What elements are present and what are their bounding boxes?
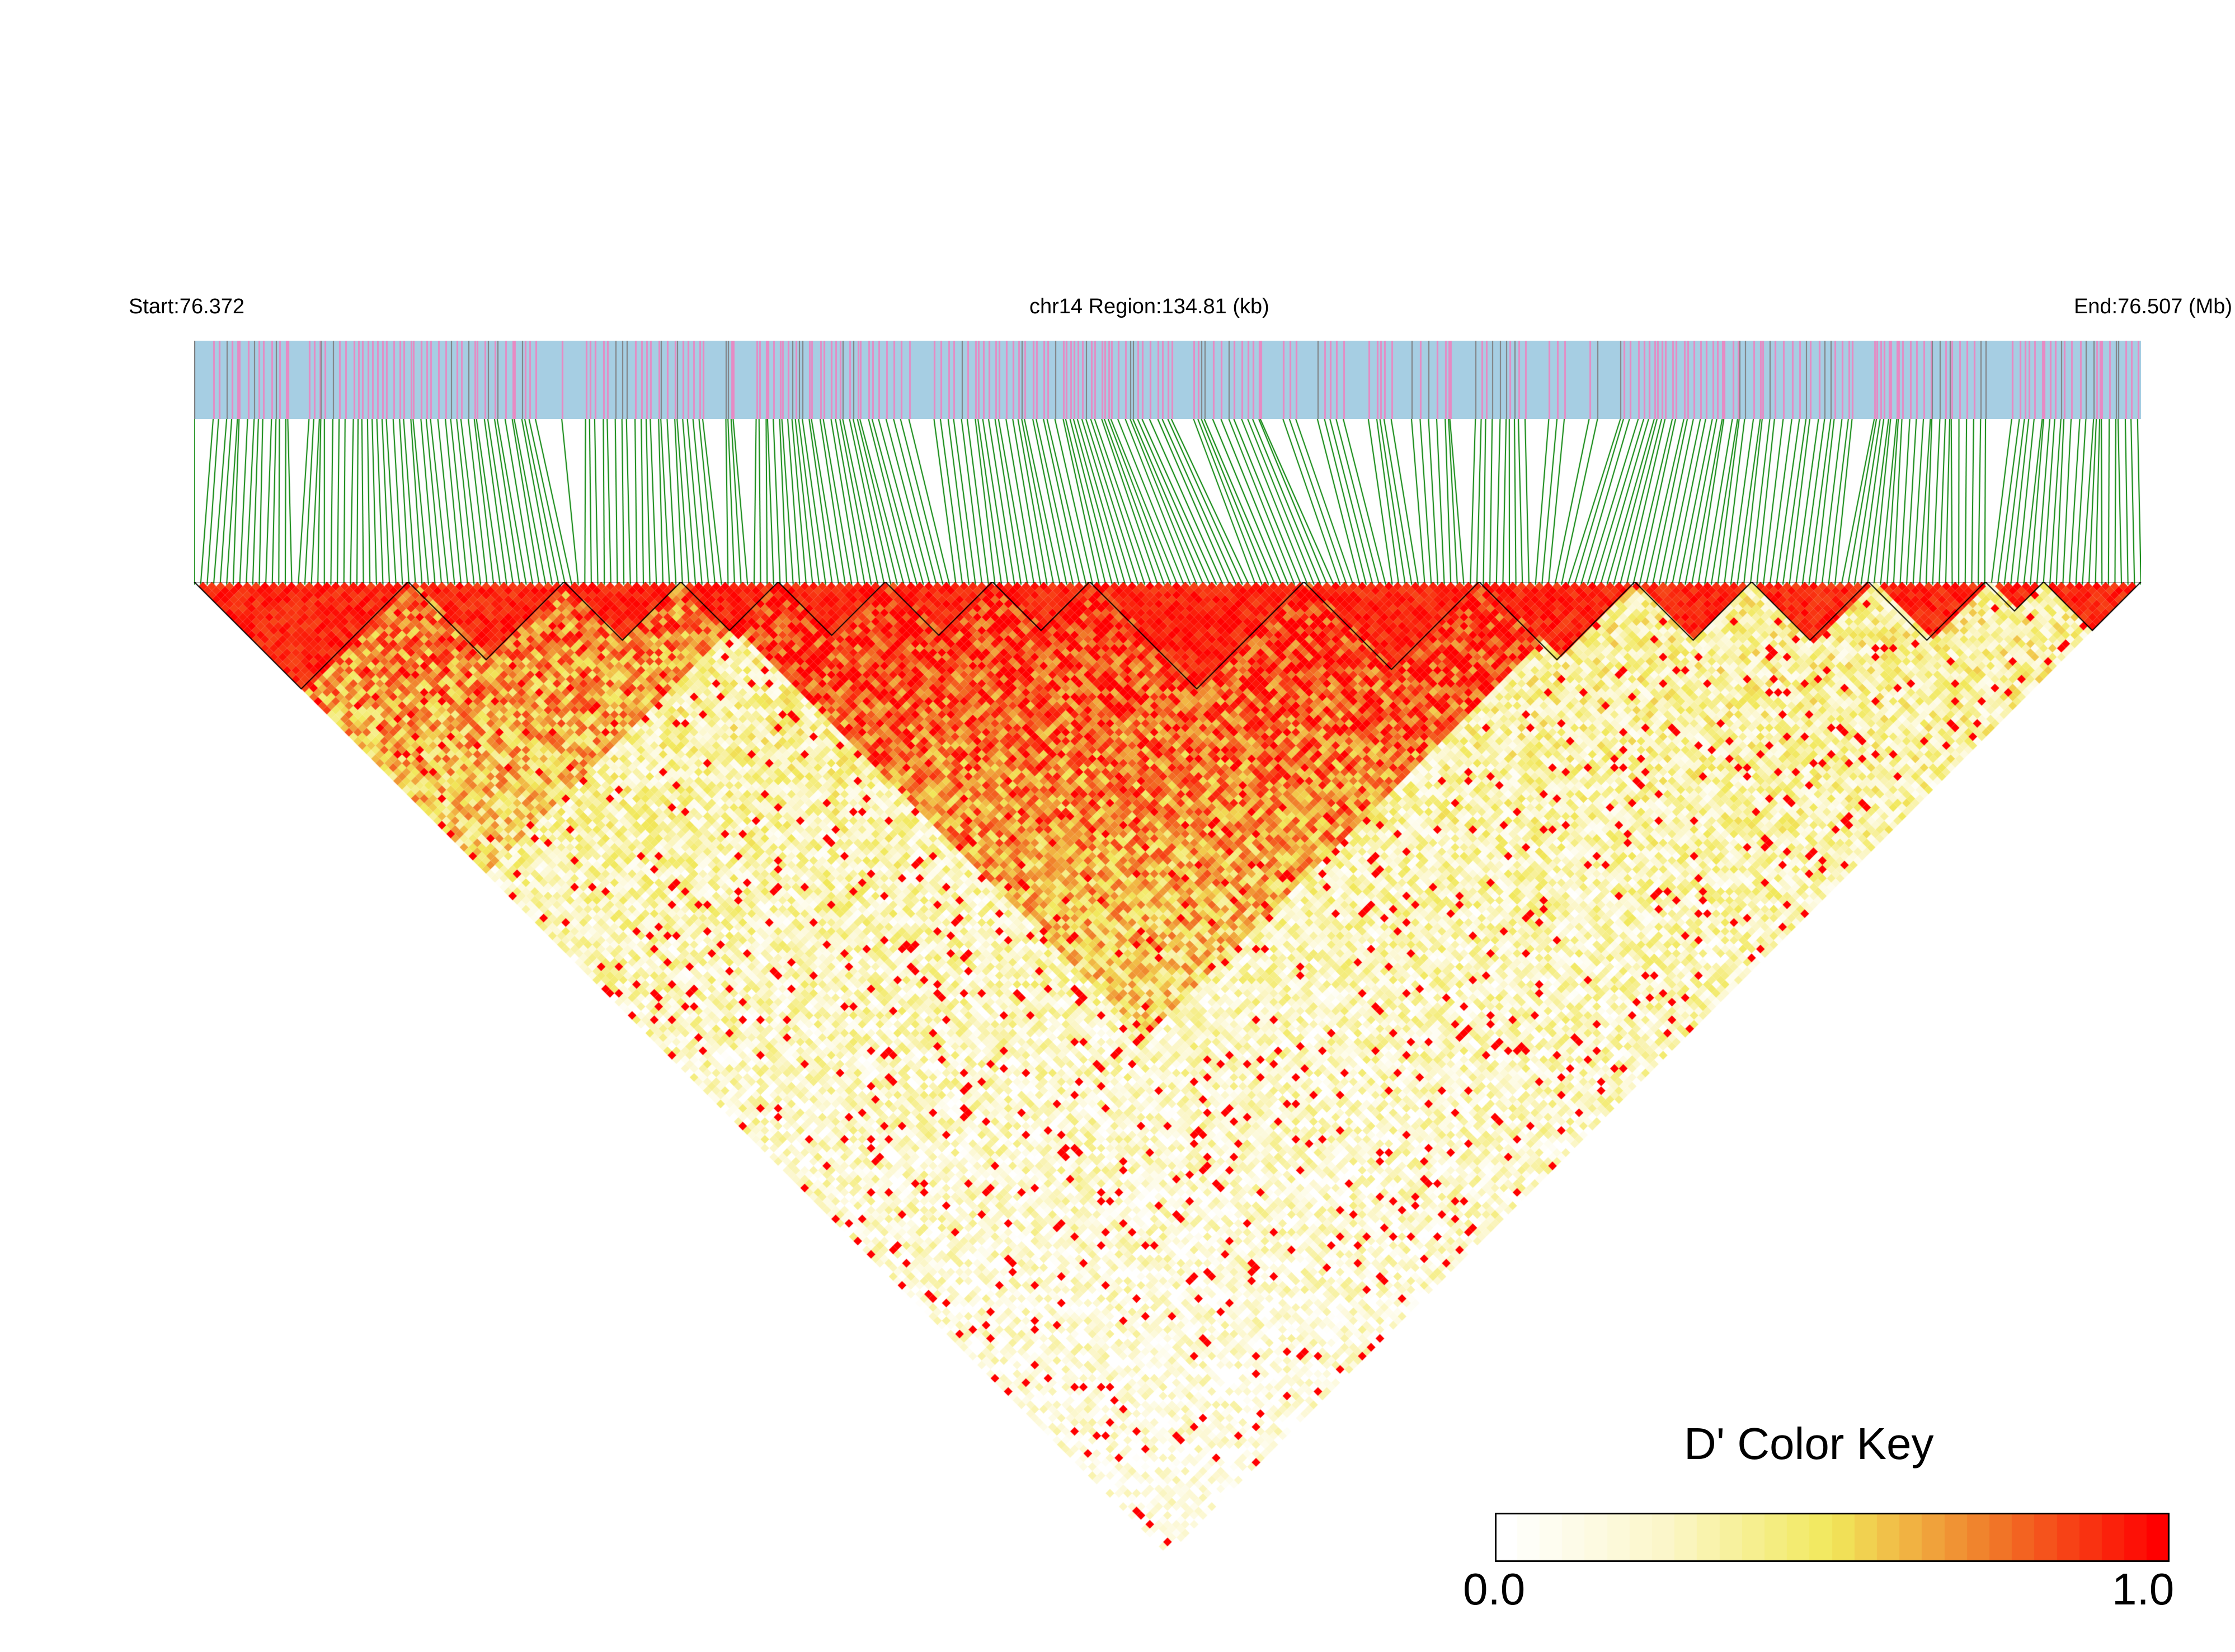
- region-size-label: chr14 Region:134.81 (kb): [1029, 295, 1269, 318]
- color-key-min-label: 0.0: [1463, 1564, 1526, 1614]
- color-key-max-label: 1.0: [2112, 1564, 2175, 1614]
- region-end-label: End:76.507 (Mb): [2073, 295, 2232, 318]
- snp-connector-lines: [194, 419, 2141, 585]
- color-key-title: D' Color Key: [1684, 1419, 1934, 1469]
- ld-triangle-heatmap: [190, 582, 2148, 1555]
- color-key-gradient: [1495, 1513, 2170, 1562]
- region-start-label: Start:76.372: [129, 295, 245, 318]
- snp-position-track: [194, 341, 2141, 419]
